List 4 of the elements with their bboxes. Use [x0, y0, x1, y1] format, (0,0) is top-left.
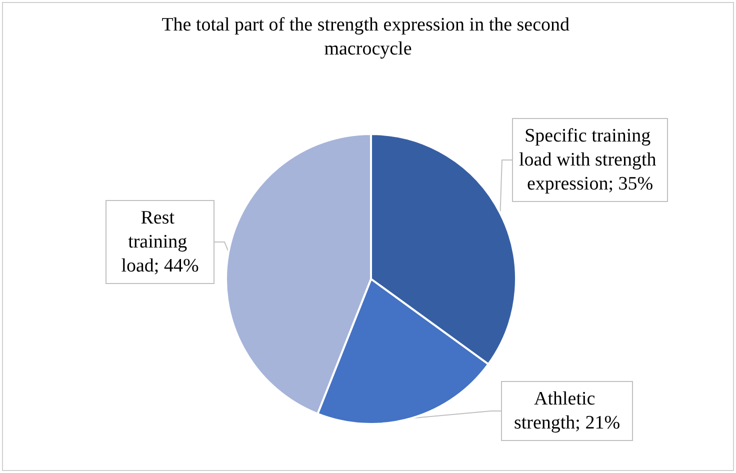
slice-label: Rest training load; 44%: [121, 208, 199, 276]
slice-label: Athletic strength; 21%: [514, 388, 620, 434]
chart-title: The total part of the strength expression in the second macrocycle: [162, 14, 574, 60]
slice-label: Specific training load with strength expression; 35%: [519, 126, 661, 194]
